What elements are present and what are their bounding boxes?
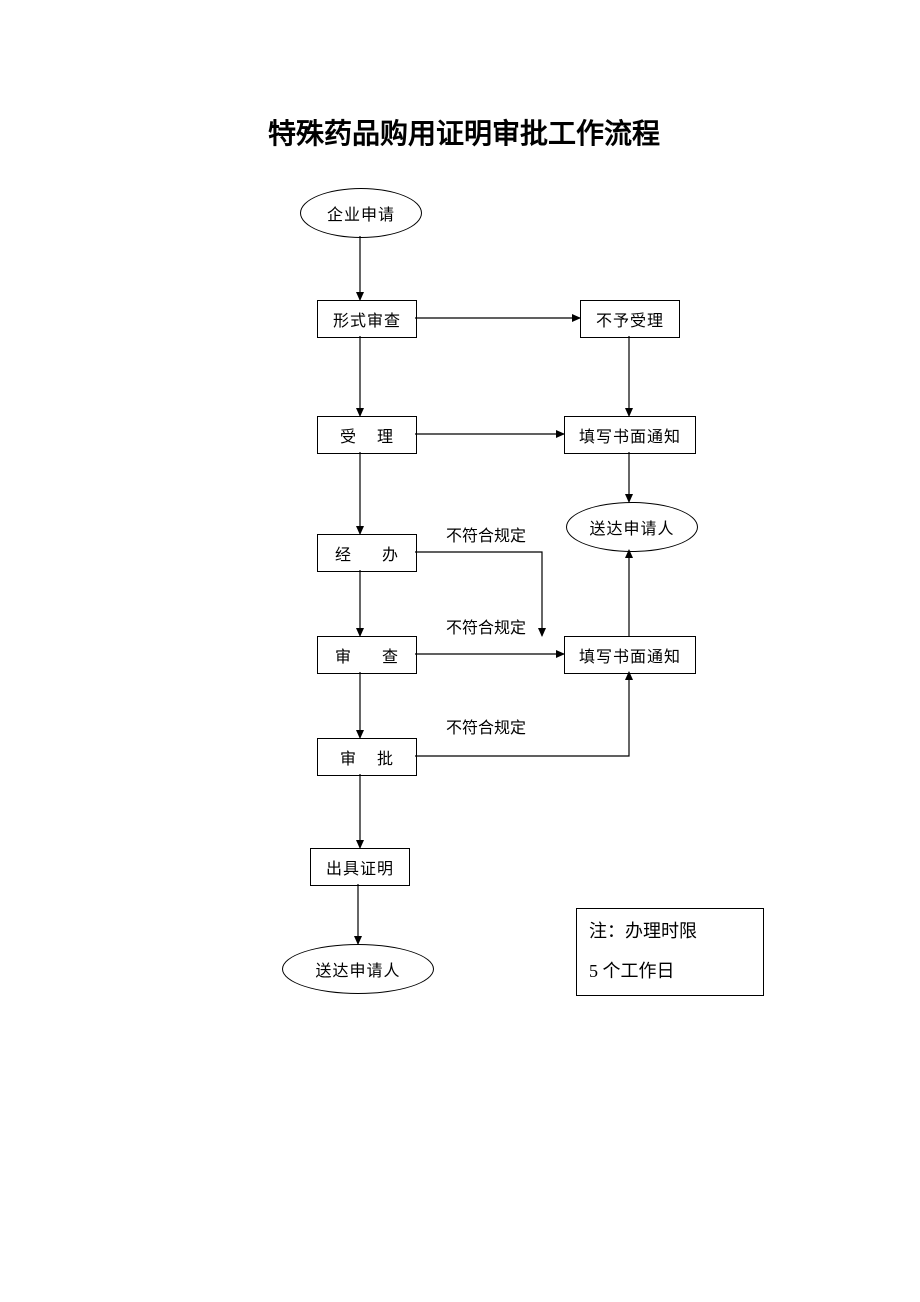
flowchart-node-n12: 送达申请人 xyxy=(282,944,434,994)
edge-label-0: 不符合规定 xyxy=(446,522,526,546)
note-line-1: 注：办理时限 xyxy=(589,912,697,952)
note-line-2: 5 个工作日 xyxy=(589,952,675,992)
flowchart-node-n9: 填写书面通知 xyxy=(564,636,696,674)
flowchart-node-n4: 受 理 xyxy=(317,416,417,454)
flowchart-node-n11: 出具证明 xyxy=(310,848,410,886)
flowchart-arrows xyxy=(0,0,920,1302)
edge-label-2: 不符合规定 xyxy=(446,714,526,738)
flowchart-node-n1: 企业申请 xyxy=(300,188,422,238)
flowchart-node-n3: 不予受理 xyxy=(580,300,680,338)
page-title: 特殊药品购用证明审批工作流程 xyxy=(224,112,704,152)
note-box: 注：办理时限 5 个工作日 xyxy=(576,908,764,996)
flowchart-node-n8: 审 查 xyxy=(317,636,417,674)
flowchart-node-n6: 送达申请人 xyxy=(566,502,698,552)
flowchart-node-n5: 填写书面通知 xyxy=(564,416,696,454)
edge-label-1: 不符合规定 xyxy=(446,614,526,638)
flowchart-node-n7: 经 办 xyxy=(317,534,417,572)
flowchart-node-n2: 形式审查 xyxy=(317,300,417,338)
flowchart-node-n10: 审 批 xyxy=(317,738,417,776)
